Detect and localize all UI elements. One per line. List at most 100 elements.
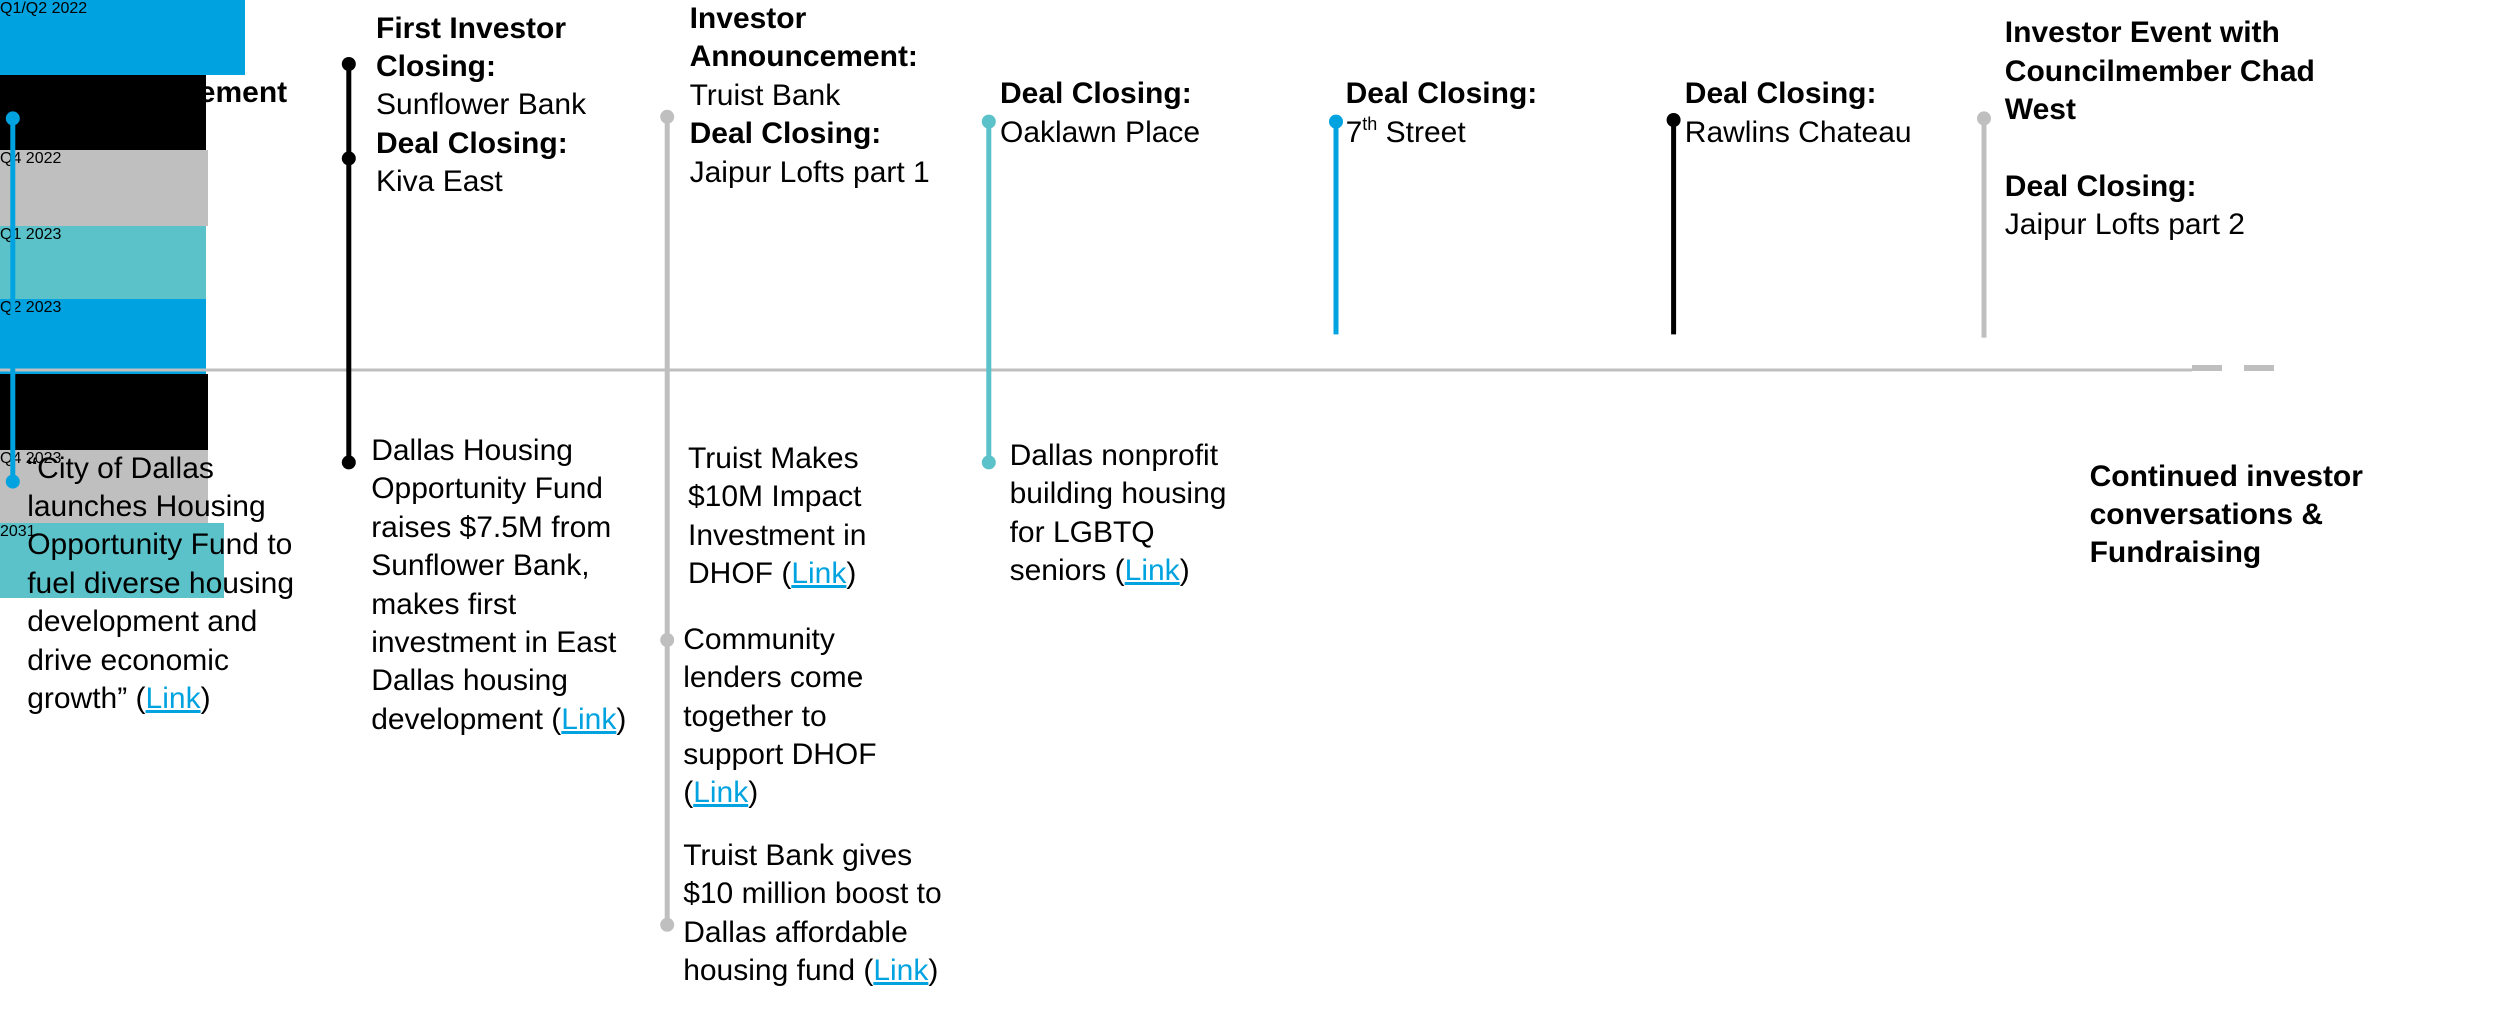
period-box: Q4 2023 [0,449,208,524]
text: Investor Event with Councilmember Chad W… [2004,16,2315,127]
milestone-block: Investor Event with Councilmember Chad W… [2005,14,2325,244]
period-box: Q3 2022 [0,75,207,151]
news-text: ) [1179,554,1190,588]
news-item: Community lenders come together to suppo… [683,621,899,813]
milestone-block: First Investor Closing: Sunflower Bank Dea… [376,10,616,202]
period-label: Q2 2023 [0,299,62,317]
news-text: ) [928,954,939,988]
text: Truist Bank [689,78,841,112]
news-link[interactable]: Link [145,682,201,716]
period-box: Q4 2022 [0,150,208,226]
event-dot [5,111,20,126]
milestone-heading: Deal Closing: [690,115,954,153]
milestone-heading: Deal Closing: [1685,75,1957,113]
period-box: Q1/Q2 2022 [0,0,245,76]
text: 7 [1345,115,1363,149]
event-dot [1977,111,1991,126]
news-text: “City of Dallas launches Housing Opportu… [27,451,295,716]
milestone-heading: Investor Announcement: [690,0,954,77]
period-box: Q3 2023 [0,374,208,450]
period-label: Q3 2022 [0,75,62,93]
milestone-text: Rawlins Chateau [1685,114,1957,152]
text: Jaipur Lofts part 1 [689,155,930,189]
text: Deal Closing: [1345,77,1538,111]
news-text: Community lenders come together to suppo… [683,622,877,810]
text: Kiva East [376,165,503,199]
news-link[interactable]: Link [791,557,847,591]
news-item: Truist Bank gives $10 million boost to D… [683,837,952,991]
milestone-heading: Deal Closing: [1000,75,1272,113]
period-box: 2031 [0,523,225,599]
period-label: 2031 [0,523,36,541]
milestone-text: 7th Street [1346,114,1618,152]
text: Oaklawn Place [1000,115,1201,149]
event-dot [341,455,356,470]
text: Deal Closing: [376,126,568,160]
milestone-block: Investor Announcement: Truist Bank Deal Cl… [690,0,954,192]
news-text: Dallas nonprofit building housing for LG… [1009,438,1227,588]
event-dot [1329,114,1343,129]
event-dot [660,633,675,647]
news-text: ) [200,682,211,716]
news-item: Dallas nonprofit building housing for LG… [1010,437,1250,591]
event-dot [1666,113,1681,127]
milestone-text: Oaklawn Place [1000,114,1272,152]
news-text: Dallas Housing Opportunity Fund raises $… [371,434,617,736]
period-label: Q1 2023 [0,225,62,243]
text: Jaipur Lofts part 2 [2004,208,2245,242]
text: Grant Agreement Signed [43,75,288,147]
milestone-text: Truist Bank [690,77,954,115]
period-label: Q3 2023 [0,374,62,392]
milestone-block: Deal Closing: Oaklawn Place [1000,75,1272,152]
period-box: Q2 2023 [0,299,207,375]
news-item: Truist Makes $10M Impact Investment in D… [688,440,896,594]
event-dot [341,57,356,71]
event-dot [660,917,675,932]
news-text: ) [616,702,627,736]
news-link[interactable]: Link [561,702,617,736]
text: First Investor Closing: [376,11,567,83]
news-text: ) [748,776,759,810]
period-label: Q1/Q2 2022 [0,0,88,17]
milestone-heading: Grant Agreement Signed [43,74,331,151]
text: Deal Closing: [1000,77,1192,111]
news-link[interactable]: Link [1124,554,1180,588]
milestone-block: Deal Closing: 7th Street [1346,75,1618,152]
news-text: Truist Makes $10M Impact Investment in D… [688,442,867,591]
superscript: th [1362,113,1378,134]
news-text: Continued investor conversations & Fundr… [2089,459,2363,570]
event-dot [981,455,996,470]
text: Rawlins Chateau [1684,115,1912,149]
news-item: Continued investor conversations & Fundr… [2090,458,2394,573]
period-label: Q4 2023 [0,449,62,467]
milestone-text: Kiva East [376,163,616,201]
event-dot [5,474,20,489]
news-text: ) [846,557,857,591]
text: Sunflower Bank [376,88,587,122]
milestone-heading: First Investor Closing: [376,10,616,87]
milestone-text: Jaipur Lofts part 2 [2005,206,2325,244]
period-box: Q1 2023 [0,225,207,300]
milestone-block: Deal Closing: Rawlins Chateau [1685,75,1957,152]
text: Street [1377,115,1466,149]
event-dot [341,151,356,166]
text: Deal Closing: [1684,77,1877,111]
event-dot [981,114,996,129]
milestone-heading: Deal Closing: [1346,75,1618,113]
news-item: Dallas Housing Opportunity Fund raises $… [371,432,643,739]
news-link[interactable]: Link [873,954,929,988]
news-text: Truist Bank gives $10 million boost to D… [683,838,942,988]
milestone-heading: Deal Closing: [2005,168,2325,206]
event-dot [660,109,675,124]
news-link[interactable]: Link [693,776,749,810]
period-label: Q4 2022 [0,150,62,168]
milestone-text: Jaipur Lofts part 1 [690,154,954,192]
milestone-text: Sunflower Bank [376,86,616,124]
text: Deal Closing: [2004,170,2197,203]
text: Deal Closing: [689,117,882,151]
news-item: “City of Dallas launches Housing Opportu… [27,450,318,719]
text: Investor Announcement: [689,2,918,74]
milestone-heading: Deal Closing: [376,125,616,163]
